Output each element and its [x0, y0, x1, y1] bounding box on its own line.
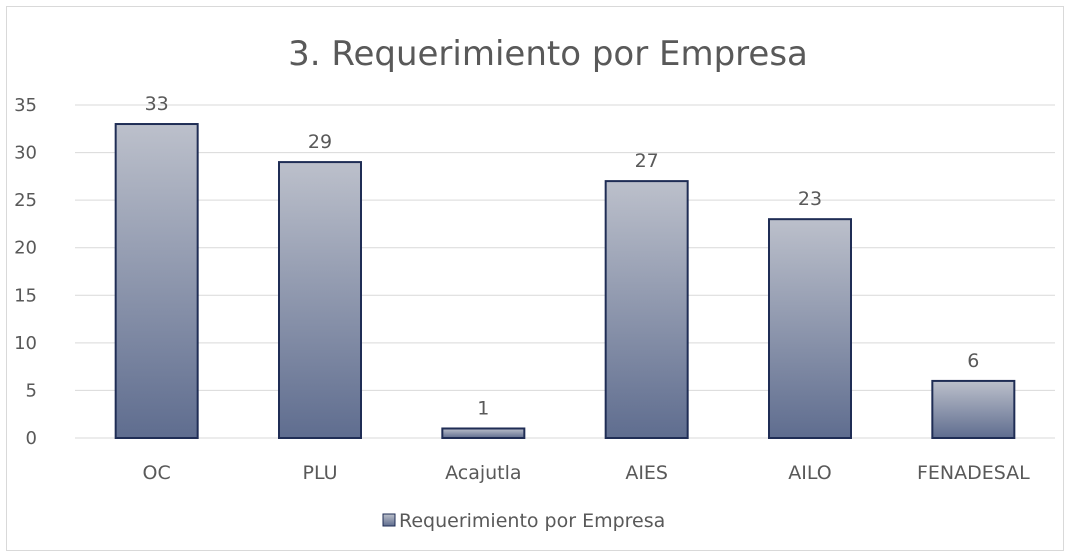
y-tick-label: 0: [26, 428, 37, 449]
y-tick-label: 35: [14, 95, 37, 116]
bar-acajutla: [441, 427, 526, 440]
y-tick-label: 25: [14, 190, 37, 211]
legend-label: Requerimiento por Empresa: [399, 510, 665, 532]
bar-ailo: [768, 218, 852, 439]
data-label: 1: [477, 397, 489, 419]
data-label: 6: [967, 350, 979, 372]
x-category-label: FENADESAL: [917, 462, 1030, 484]
legend-swatch: [382, 513, 396, 527]
x-category-label: AILO: [788, 462, 831, 484]
x-category-label: Acajutla: [445, 462, 521, 484]
x-axis-categories: OC PLU Acajutla AIES AILO FENADESAL: [143, 462, 1031, 484]
y-axis-ticks: 0 5 10 15 20 25 30 35: [14, 95, 37, 449]
data-label: 29: [308, 131, 332, 153]
gridlines: [75, 104, 1055, 439]
bar-fenadesal: [931, 379, 1016, 439]
x-category-label: AIES: [625, 462, 668, 484]
bar-oc: [114, 123, 199, 440]
y-tick-label: 30: [14, 143, 37, 164]
x-category-label: PLU: [302, 462, 337, 484]
bar-plu: [278, 161, 362, 439]
data-labels: 33 29 1 27 23 6: [145, 93, 980, 419]
chart-title: 3. Requerimiento por Empresa: [288, 34, 808, 74]
bar-aies: [604, 180, 689, 439]
x-category-label: OC: [143, 462, 171, 484]
data-label: 33: [145, 93, 169, 115]
y-tick-label: 10: [14, 333, 37, 354]
data-label: 23: [798, 188, 822, 210]
y-tick-label: 20: [14, 238, 37, 259]
legend: Requerimiento por Empresa: [382, 510, 665, 532]
y-tick-label: 15: [14, 285, 37, 306]
data-label: 27: [635, 150, 659, 172]
bars: [114, 123, 1016, 440]
y-tick-label: 5: [26, 380, 37, 401]
